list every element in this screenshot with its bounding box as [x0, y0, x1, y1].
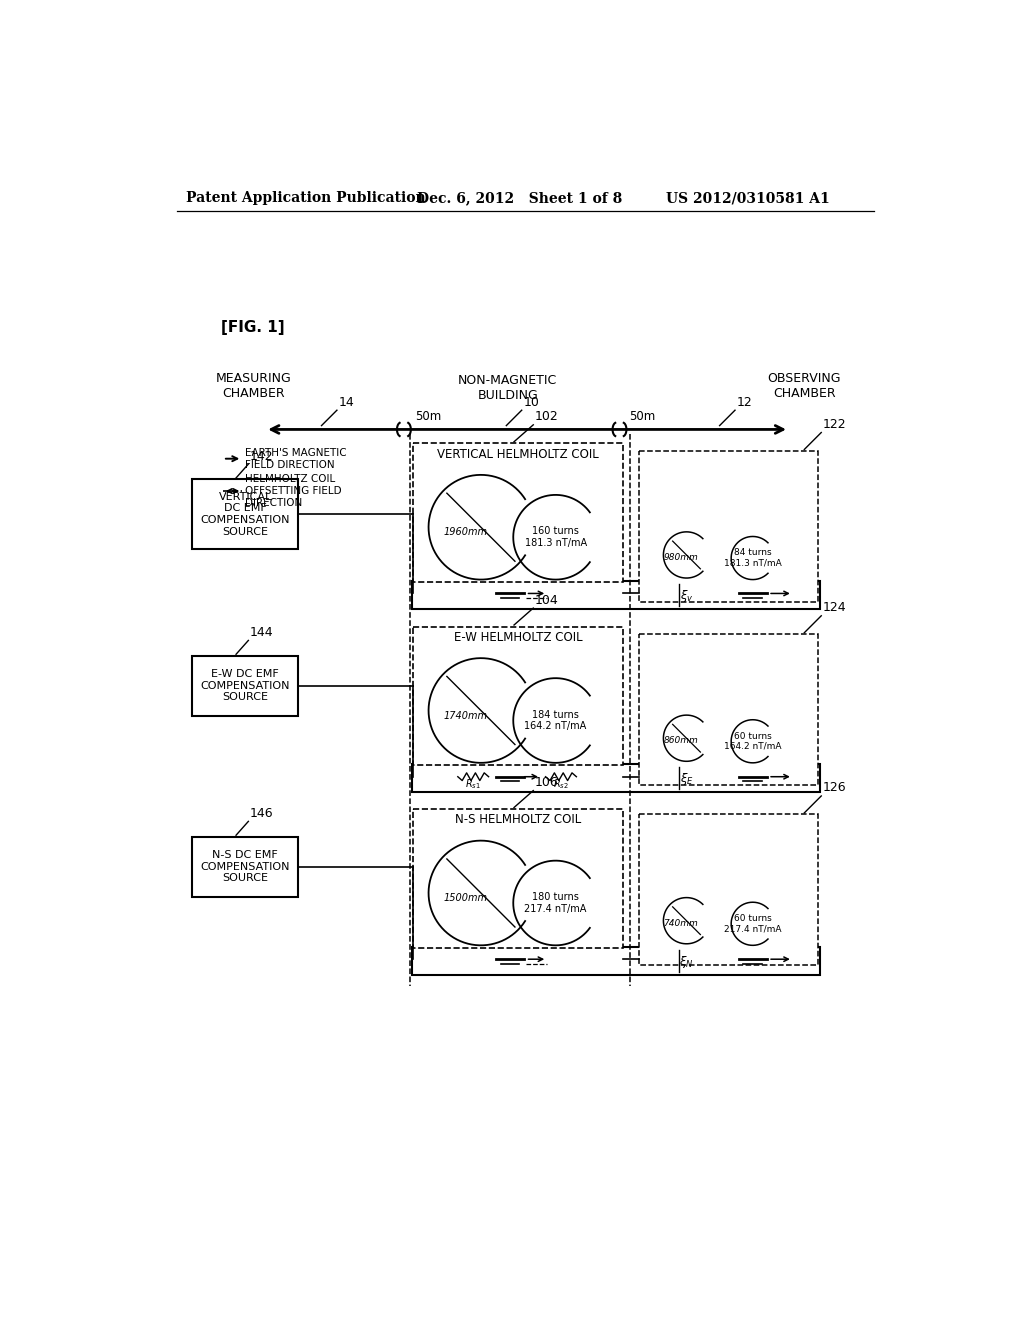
Bar — [412, 581, 819, 609]
Text: 1500mm: 1500mm — [443, 894, 487, 903]
Text: Dec. 6, 2012   Sheet 1 of 8: Dec. 6, 2012 Sheet 1 of 8 — [417, 191, 623, 206]
Text: 1960mm: 1960mm — [443, 528, 487, 537]
Text: 980mm: 980mm — [664, 553, 698, 562]
Text: $R_{s2}$: $R_{s2}$ — [553, 777, 569, 791]
Text: US 2012/0310581 A1: US 2012/0310581 A1 — [666, 191, 829, 206]
Text: 142: 142 — [250, 450, 273, 462]
Text: N-S HELMHOLTZ COIL: N-S HELMHOLTZ COIL — [455, 813, 581, 826]
Text: 184 turns
164.2 nT/mA: 184 turns 164.2 nT/mA — [524, 710, 587, 731]
Text: VERTICAL
DC EMF
COMPENSATION
SOURCE: VERTICAL DC EMF COMPENSATION SOURCE — [201, 492, 290, 536]
Text: 102: 102 — [535, 411, 558, 424]
Text: 126: 126 — [823, 781, 847, 795]
Text: 50m: 50m — [630, 411, 655, 424]
Text: $R_{s1}$: $R_{s1}$ — [465, 777, 481, 791]
Text: Patent Application Publication: Patent Application Publication — [186, 191, 426, 206]
Text: 1740mm: 1740mm — [443, 710, 487, 721]
Text: 146: 146 — [250, 807, 273, 820]
Bar — [412, 764, 819, 792]
Text: 122: 122 — [823, 418, 847, 430]
Text: $\xi_{v}$: $\xi_{v}$ — [680, 587, 693, 603]
Bar — [193, 479, 298, 549]
Text: 106: 106 — [535, 776, 558, 789]
Text: 84 turns
181.3 nT/mA: 84 turns 181.3 nT/mA — [724, 548, 781, 568]
Bar — [639, 814, 818, 965]
Text: [FIG. 1]: [FIG. 1] — [221, 321, 285, 335]
Text: 160 turns
181.3 nT/mA: 160 turns 181.3 nT/mA — [524, 527, 587, 548]
Bar — [193, 656, 298, 715]
Text: 180 turns
217.4 nT/mA: 180 turns 217.4 nT/mA — [524, 892, 587, 913]
Text: $\xi_{N}$: $\xi_{N}$ — [679, 953, 694, 969]
Text: OBSERVING
CHAMBER: OBSERVING CHAMBER — [768, 372, 841, 400]
Text: 14: 14 — [339, 396, 354, 409]
Bar — [193, 837, 298, 896]
Bar — [639, 635, 818, 785]
Text: 12: 12 — [736, 396, 753, 409]
Text: E-W DC EMF
COMPENSATION
SOURCE: E-W DC EMF COMPENSATION SOURCE — [201, 669, 290, 702]
Text: 50m: 50m — [416, 411, 441, 424]
Bar — [413, 809, 623, 948]
Text: $\xi_{E}$: $\xi_{E}$ — [680, 771, 693, 787]
Text: EARTH'S MAGNETIC
FIELD DIRECTION: EARTH'S MAGNETIC FIELD DIRECTION — [246, 447, 347, 470]
Bar — [413, 444, 623, 582]
Text: NON-MAGNETIC
BUILDING: NON-MAGNETIC BUILDING — [458, 375, 557, 403]
Text: HELMHOLTZ COIL
OFFSETTING FIELD
DIRECTION: HELMHOLTZ COIL OFFSETTING FIELD DIRECTIO… — [246, 474, 342, 508]
Text: 10: 10 — [523, 396, 539, 409]
Bar — [639, 451, 818, 602]
Text: 124: 124 — [823, 601, 847, 614]
Bar — [412, 946, 819, 974]
Text: 860mm: 860mm — [664, 737, 698, 744]
Text: 740mm: 740mm — [664, 919, 698, 928]
Text: VERTICAL HELMHOLTZ COIL: VERTICAL HELMHOLTZ COIL — [437, 447, 599, 461]
Text: 60 turns
164.2 nT/mA: 60 turns 164.2 nT/mA — [724, 731, 781, 751]
Text: 60 turns
217.4 nT/mA: 60 turns 217.4 nT/mA — [724, 913, 781, 933]
Text: 144: 144 — [250, 626, 273, 639]
Text: 104: 104 — [535, 594, 558, 607]
Text: MEASURING
CHAMBER: MEASURING CHAMBER — [216, 372, 292, 400]
Bar — [413, 627, 623, 766]
Text: N-S DC EMF
COMPENSATION
SOURCE: N-S DC EMF COMPENSATION SOURCE — [201, 850, 290, 883]
Text: E-W HELMHOLTZ COIL: E-W HELMHOLTZ COIL — [454, 631, 583, 644]
